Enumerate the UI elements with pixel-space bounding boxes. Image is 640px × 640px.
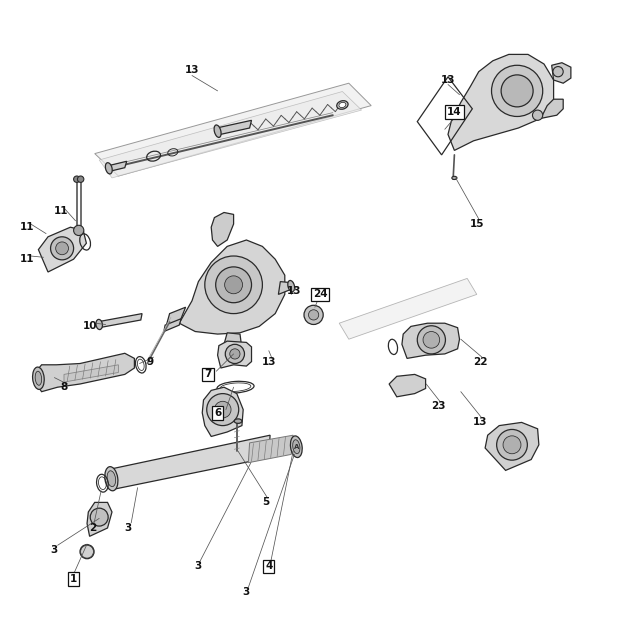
Text: 10: 10	[83, 321, 97, 332]
Text: 15: 15	[470, 219, 484, 229]
Polygon shape	[99, 314, 142, 328]
Polygon shape	[485, 422, 539, 470]
Ellipse shape	[96, 319, 102, 330]
Circle shape	[532, 110, 543, 120]
Text: 2: 2	[89, 523, 97, 533]
Polygon shape	[224, 333, 242, 355]
Text: 3: 3	[243, 587, 250, 597]
Polygon shape	[248, 435, 293, 463]
Text: 4: 4	[265, 561, 273, 572]
Ellipse shape	[105, 467, 118, 491]
Polygon shape	[164, 319, 181, 332]
Text: 13: 13	[262, 356, 276, 367]
Text: 3: 3	[124, 523, 132, 533]
Circle shape	[205, 256, 262, 314]
Text: 1: 1	[70, 574, 77, 584]
Ellipse shape	[452, 177, 457, 180]
Polygon shape	[202, 387, 243, 436]
Circle shape	[207, 394, 239, 426]
Text: 7: 7	[204, 369, 212, 380]
Polygon shape	[99, 92, 362, 178]
Text: 3: 3	[51, 545, 58, 556]
Circle shape	[308, 310, 319, 320]
Circle shape	[74, 176, 80, 182]
Circle shape	[216, 267, 252, 303]
Text: 5: 5	[262, 497, 269, 508]
Ellipse shape	[35, 371, 42, 385]
Polygon shape	[541, 99, 563, 118]
Polygon shape	[179, 240, 285, 334]
Text: 13: 13	[441, 75, 455, 85]
Text: 11: 11	[54, 206, 68, 216]
Circle shape	[492, 65, 543, 116]
Circle shape	[225, 276, 243, 294]
Text: 23: 23	[431, 401, 445, 412]
Polygon shape	[389, 374, 426, 397]
Circle shape	[503, 436, 521, 454]
Ellipse shape	[288, 280, 294, 292]
Polygon shape	[87, 502, 112, 536]
Text: A: A	[294, 444, 299, 450]
Ellipse shape	[339, 102, 346, 108]
Polygon shape	[211, 212, 234, 246]
Ellipse shape	[33, 367, 44, 389]
Text: 8: 8	[60, 382, 68, 392]
Ellipse shape	[234, 419, 242, 424]
Polygon shape	[38, 227, 86, 272]
Circle shape	[230, 349, 240, 359]
Text: 22: 22	[473, 356, 487, 367]
Circle shape	[56, 242, 68, 255]
Polygon shape	[35, 353, 134, 392]
Circle shape	[417, 326, 445, 354]
Text: 3: 3	[195, 561, 202, 572]
Text: 11: 11	[20, 222, 34, 232]
Circle shape	[214, 401, 231, 418]
Polygon shape	[552, 63, 571, 83]
Circle shape	[90, 508, 108, 526]
Polygon shape	[218, 120, 252, 135]
Circle shape	[77, 176, 84, 182]
Text: 11: 11	[20, 254, 34, 264]
Polygon shape	[95, 83, 371, 176]
Ellipse shape	[292, 440, 300, 454]
Ellipse shape	[107, 471, 116, 486]
Polygon shape	[448, 54, 554, 150]
Text: 6: 6	[214, 408, 221, 418]
Ellipse shape	[291, 436, 302, 458]
Circle shape	[51, 237, 74, 260]
Text: 14: 14	[447, 107, 461, 117]
Circle shape	[553, 67, 563, 77]
Polygon shape	[402, 323, 460, 358]
Circle shape	[501, 75, 533, 107]
Ellipse shape	[214, 125, 221, 138]
Text: 13: 13	[287, 286, 301, 296]
Polygon shape	[112, 435, 270, 490]
Polygon shape	[109, 161, 127, 172]
Polygon shape	[218, 341, 252, 368]
Ellipse shape	[106, 163, 112, 174]
Circle shape	[304, 305, 323, 324]
Text: 9: 9	[147, 356, 154, 367]
Circle shape	[81, 545, 93, 558]
Text: 13: 13	[185, 65, 199, 76]
Ellipse shape	[337, 100, 348, 109]
Polygon shape	[64, 365, 118, 382]
Polygon shape	[339, 278, 477, 339]
Circle shape	[74, 225, 84, 236]
Polygon shape	[278, 282, 293, 294]
Circle shape	[423, 332, 440, 348]
Text: 24: 24	[313, 289, 327, 300]
Circle shape	[225, 344, 244, 364]
Text: 13: 13	[473, 417, 487, 428]
Circle shape	[497, 429, 527, 460]
Polygon shape	[166, 307, 186, 325]
